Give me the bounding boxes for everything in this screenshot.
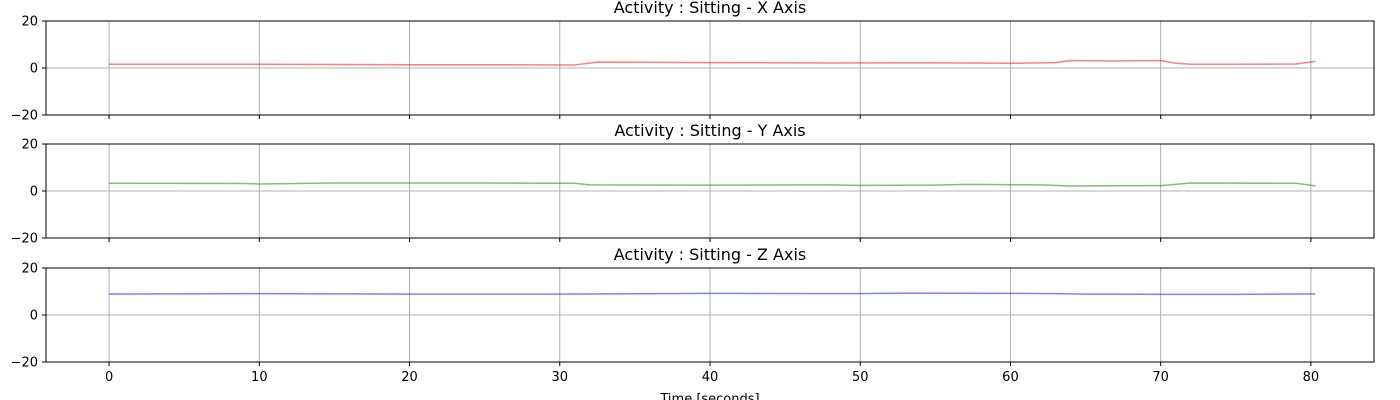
y-tick-label: −20 [11,232,38,247]
y-tick-label: 20 [21,15,38,30]
x-axis-label: Time [seconds] [659,392,759,400]
subplot-title: Activity : Sitting - Z Axis [614,245,806,264]
y-tick-label: 20 [21,262,38,277]
y-tick-label: 0 [30,309,38,324]
x-tick-label: 10 [251,370,268,385]
subplot-3: −20 0 20 0 10 20 30 40 50 60 70 80 Activity : Sittin… [11,245,1375,400]
y-tick-label: 0 [30,185,38,200]
x-tick-label: 40 [702,370,719,385]
x-tick-label: 20 [401,370,418,385]
y-tick-label: 0 [30,62,38,77]
x-tick-label: 50 [852,370,869,385]
y-tick-label: 20 [21,138,38,153]
y-tick-label: −20 [11,356,38,371]
series-line [109,292,1316,296]
series-line [109,59,1316,66]
y-tick-label: −20 [11,109,38,124]
x-tick-label: 0 [105,370,113,385]
subplot-title: Activity : Sitting - Y Axis [614,121,805,140]
subplot-title: Activity : Sitting - X Axis [614,0,806,17]
x-tick-label: 30 [552,370,569,385]
x-tick-label: 60 [1002,370,1019,385]
subplot-2: −20 0 20 Activity : Sitting - Y Axis [11,121,1375,247]
x-tick-label: 80 [1303,370,1320,385]
subplot-1: −20 0 20 Activity : Sitting - X Axis [11,0,1375,124]
x-tick-label: 70 [1152,370,1169,385]
series-line [109,182,1316,187]
